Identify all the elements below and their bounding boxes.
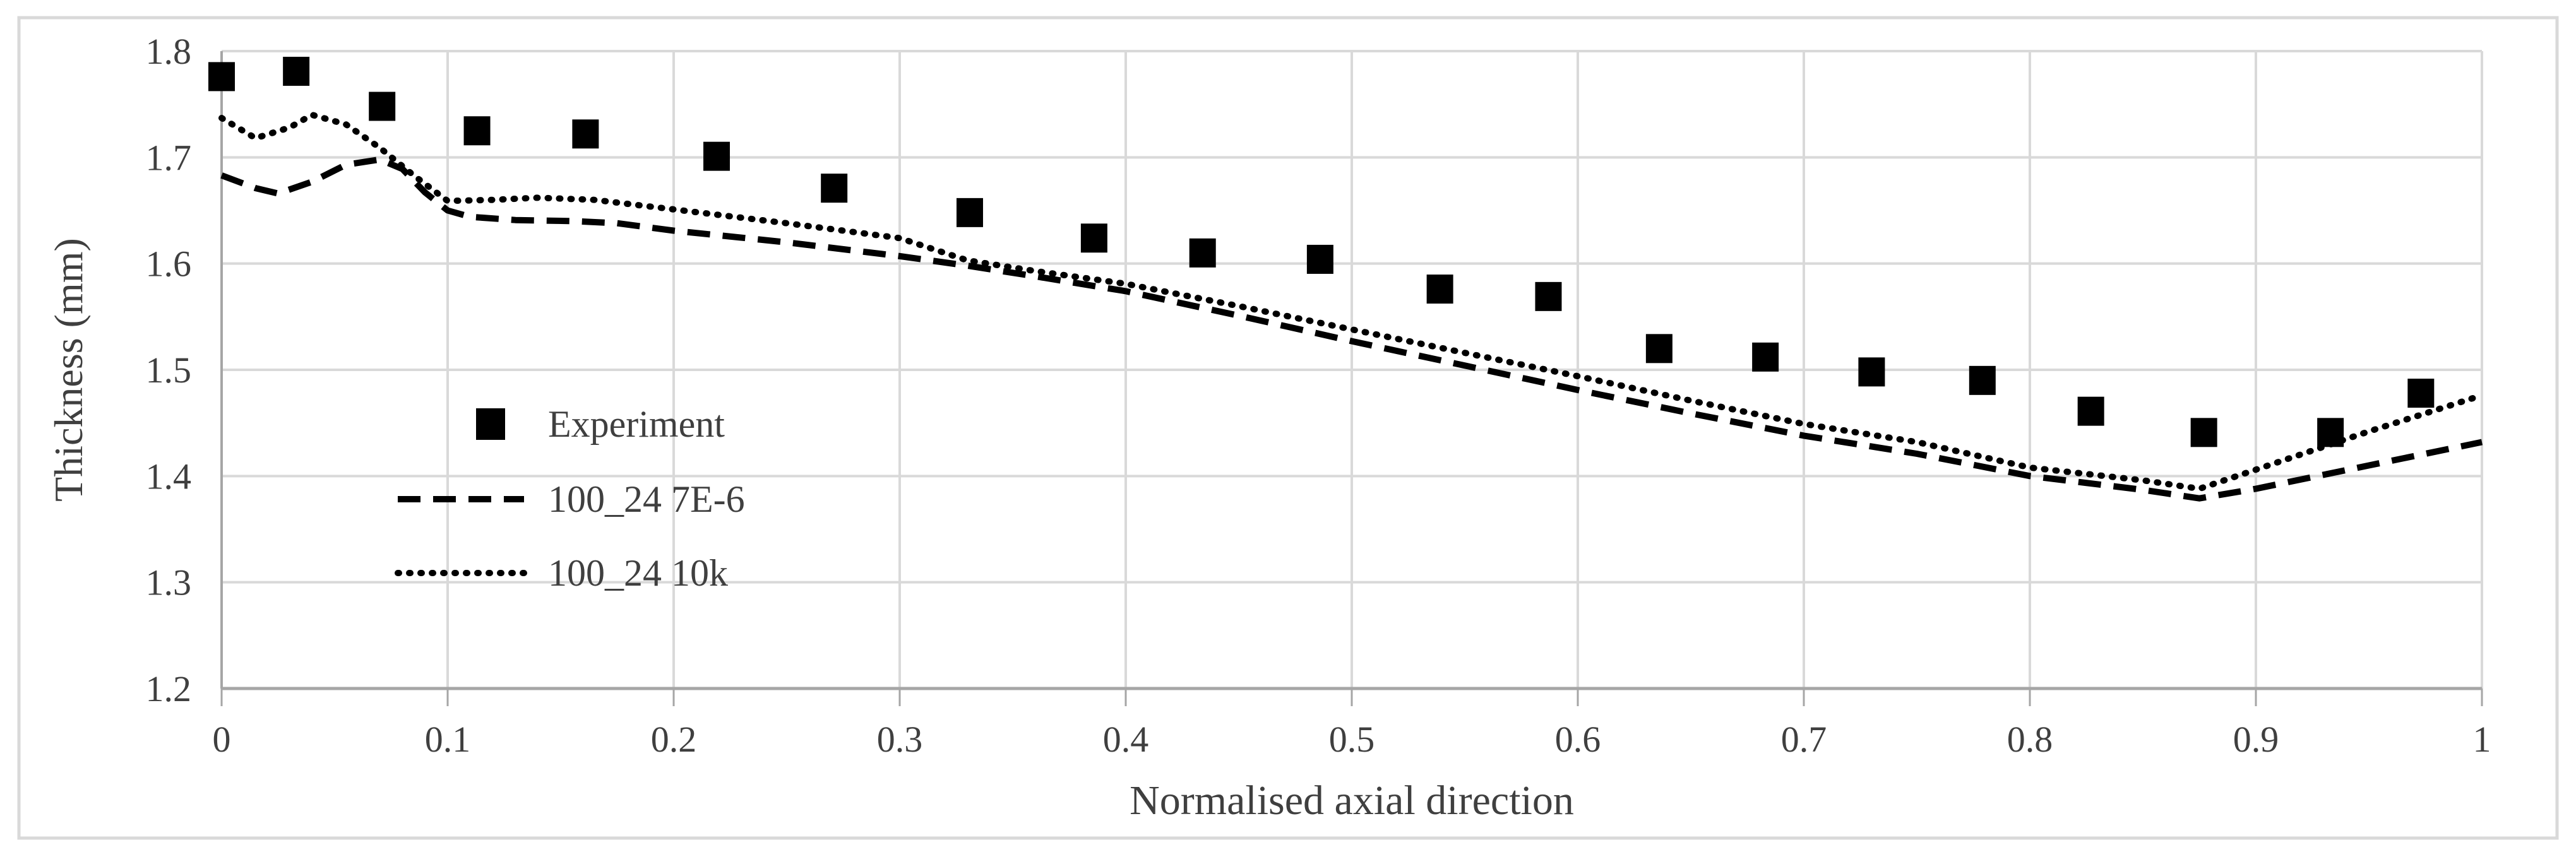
x-tick-label: 0: [213, 719, 231, 760]
series-marker-square: [1752, 342, 1779, 372]
series-marker-square: [1858, 357, 1885, 387]
x-tick-label: 0.8: [2007, 719, 2053, 760]
y-tick-label: 1.7: [146, 137, 192, 178]
y-axis-title: Thickness (mm): [46, 238, 91, 502]
series-marker-square: [1426, 275, 1453, 304]
series-marker-square: [1189, 238, 1216, 268]
series-marker-square: [956, 198, 983, 227]
x-tick-label: 0.6: [1555, 719, 1601, 760]
x-tick-label: 1: [2473, 719, 2491, 760]
series-line-dashed: [220, 156, 2483, 502]
series-marker-square: [463, 116, 491, 146]
x-tick-label: 0.9: [2233, 719, 2279, 760]
x-tick-label: 0.2: [651, 719, 697, 760]
series-marker-square: [369, 92, 396, 121]
legend-label: Experiment: [548, 403, 725, 445]
x-tick-label: 0.5: [1329, 719, 1375, 760]
series-marker-square: [1969, 365, 1996, 395]
series-marker-square: [283, 56, 310, 86]
series-marker-square: [208, 62, 235, 92]
legend-marker-square: [476, 408, 505, 440]
series-marker-square: [2077, 396, 2104, 426]
y-tick-label: 1.5: [146, 350, 192, 391]
series-marker-square: [1080, 223, 1107, 253]
x-tick-label: 0.7: [1781, 719, 1827, 760]
legend-label: 100_24 10k: [548, 552, 728, 594]
series-marker-square: [2407, 379, 2435, 408]
series-marker-square: [821, 174, 848, 203]
series-marker-square: [572, 119, 599, 149]
series-marker-square: [1535, 281, 1562, 311]
series-marker-square: [703, 141, 730, 171]
x-axis-title: Normalised axial direction: [1130, 777, 1574, 824]
series-line-dotted: [218, 112, 2485, 492]
y-tick-label: 1.3: [146, 562, 192, 603]
x-tick-label: 0.3: [877, 719, 923, 760]
x-tick-label: 0.4: [1103, 719, 1149, 760]
series-marker-square: [1645, 334, 1673, 363]
y-tick-label: 1.2: [146, 668, 192, 709]
y-tick-label: 1.6: [146, 244, 192, 285]
figure-border: [17, 16, 2559, 840]
legend-label: 100_24 7E-6: [548, 478, 745, 520]
series-marker-square: [2190, 418, 2217, 447]
y-tick-label: 1.4: [146, 456, 192, 497]
y-tick-label: 1.8: [146, 31, 192, 72]
x-tick-label: 0.1: [425, 719, 471, 760]
series-marker-square: [1306, 244, 1333, 274]
